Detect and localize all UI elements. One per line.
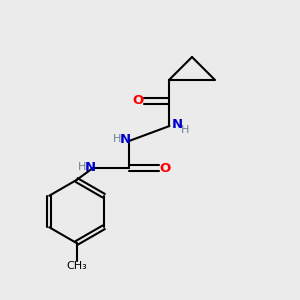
Text: H: H [181,124,189,135]
Text: H: H [113,134,121,145]
Text: N: N [171,118,183,131]
Text: O: O [159,161,171,175]
Text: N: N [84,161,96,174]
Text: O: O [132,94,144,107]
Text: N: N [119,133,131,146]
Text: CH₃: CH₃ [66,261,87,272]
Text: H: H [78,162,87,172]
